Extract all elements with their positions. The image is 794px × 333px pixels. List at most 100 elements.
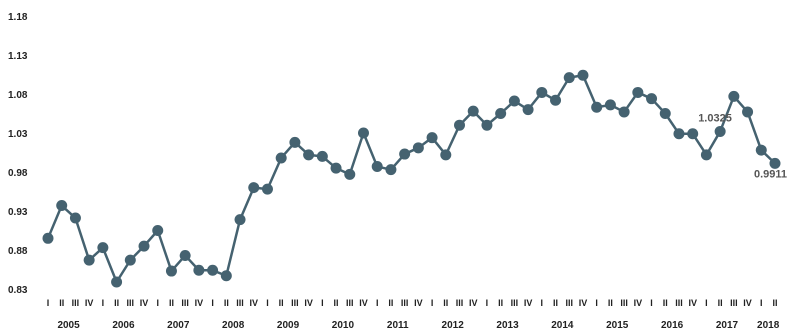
data-point: [412, 142, 424, 154]
data-point: [563, 72, 575, 84]
data-point: [330, 162, 342, 174]
data-point: [97, 242, 109, 254]
x-tick-quarter-label: I: [376, 298, 379, 308]
data-point: [508, 95, 520, 107]
x-tick-quarter-label: III: [127, 298, 135, 308]
data-point: [426, 132, 438, 144]
x-tick-quarter-label: I: [321, 298, 324, 308]
x-tick-quarter-label: IV: [524, 298, 533, 308]
x-tick-quarter-label: IV: [469, 298, 478, 308]
x-tick-quarter-label: I: [486, 298, 489, 308]
data-point: [275, 152, 287, 164]
data-point: [289, 136, 301, 148]
data-point: [69, 212, 81, 224]
x-tick-year-label: 2015: [606, 320, 629, 331]
x-tick-quarter-label: I: [595, 298, 598, 308]
data-point: [481, 119, 493, 131]
data-point: [193, 264, 205, 276]
x-tick-quarter-label: IV: [414, 298, 423, 308]
x-tick-quarter-label: II: [553, 298, 558, 308]
x-tick-quarter-label: III: [181, 298, 189, 308]
data-point: [755, 144, 767, 156]
x-tick-quarter-label: IV: [85, 298, 94, 308]
y-axis: 0.83 0.88 0.93 0.98 1.03 1.08 1.13 1.18: [8, 12, 28, 296]
data-point: [714, 125, 726, 137]
data-point: [179, 249, 191, 261]
data-point: [728, 90, 740, 102]
data-point: [769, 157, 781, 169]
data-point: [591, 101, 603, 113]
x-tick-quarter-label: III: [620, 298, 628, 308]
data-point: [522, 104, 534, 116]
x-tick-quarter-label: III: [236, 298, 244, 308]
data-point: [344, 168, 356, 180]
data-point: [316, 150, 328, 162]
data-point: [124, 254, 136, 266]
x-tick-quarter-label: II: [608, 298, 613, 308]
x-tick-quarter-label: I: [705, 298, 708, 308]
x-tick-quarter-label: I: [650, 298, 653, 308]
x-tick-quarter-label: IV: [688, 298, 697, 308]
x-tick-quarter-label: III: [72, 298, 80, 308]
x-tick-quarter-label: I: [760, 298, 763, 308]
data-point: [83, 254, 95, 266]
data-point: [742, 106, 754, 118]
y-tick-label: 0.83: [8, 285, 28, 296]
x-tick-quarter-label: IV: [743, 298, 752, 308]
x-tick-quarter-label: II: [388, 298, 393, 308]
data-point: [207, 264, 219, 276]
data-label: 0.9911: [754, 168, 787, 180]
x-tick-year-label: 2012: [442, 320, 465, 331]
x-tick-year-label: 2013: [496, 320, 519, 331]
x-tick-year-label: 2016: [661, 320, 684, 331]
x-tick-quarter-label: III: [565, 298, 573, 308]
data-point: [440, 149, 452, 161]
x-tick-quarter-label: IV: [140, 298, 149, 308]
y-tick-label: 1.03: [8, 129, 28, 140]
x-tick-quarter-label: I: [266, 298, 269, 308]
data-point: [152, 225, 164, 236]
x-tick-quarter-label: III: [291, 298, 299, 308]
data-point: [495, 108, 507, 119]
x-tick-quarter-label: III: [730, 298, 738, 308]
data-point: [165, 265, 177, 277]
data-point: [467, 105, 479, 117]
data-point: [604, 99, 616, 111]
x-tick-quarter-label: III: [401, 298, 409, 308]
y-tick-label: 0.93: [8, 207, 28, 218]
x-tick-quarter-label: II: [718, 298, 723, 308]
data-point: [42, 232, 54, 244]
x-tick-quarter-label: I: [102, 298, 105, 308]
data-point: [646, 93, 658, 105]
x-tick-quarter-label: II: [114, 298, 119, 308]
data-point: [454, 119, 466, 131]
x-tick-quarter-label: IV: [304, 298, 313, 308]
x-tick-quarter-label: I: [541, 298, 544, 308]
x-tick-quarter-label: I: [211, 298, 214, 308]
data-point: [303, 149, 315, 161]
x-axis: I II III IV I II III IV I II III IV I II III IV I II III IV…: [47, 298, 780, 331]
data-point: [399, 148, 411, 160]
data-point: [673, 128, 685, 140]
data-point: [659, 108, 671, 119]
y-tick-label: 1.18: [8, 12, 28, 23]
x-tick-quarter-label: IV: [195, 298, 204, 308]
x-tick-year-label: 2017: [716, 320, 739, 331]
data-point: [261, 183, 273, 195]
x-tick-quarter-label: I: [156, 298, 159, 308]
data-point: [234, 214, 246, 226]
x-tick-quarter-label: IV: [634, 298, 643, 308]
x-tick-year-label: 2009: [277, 320, 300, 331]
data-label: 1.0325: [698, 112, 732, 124]
x-tick-quarter-label: IV: [249, 298, 258, 308]
series-line: [42, 69, 781, 288]
data-point: [138, 240, 150, 252]
y-tick-label: 1.13: [8, 51, 28, 62]
x-tick-quarter-label: II: [334, 298, 339, 308]
x-tick-quarter-label: III: [346, 298, 354, 308]
x-tick-year-label: 2006: [112, 320, 135, 331]
x-tick-quarter-label: III: [456, 298, 464, 308]
data-point: [220, 270, 232, 282]
x-tick-quarter-label: II: [443, 298, 448, 308]
data-point: [385, 164, 397, 176]
